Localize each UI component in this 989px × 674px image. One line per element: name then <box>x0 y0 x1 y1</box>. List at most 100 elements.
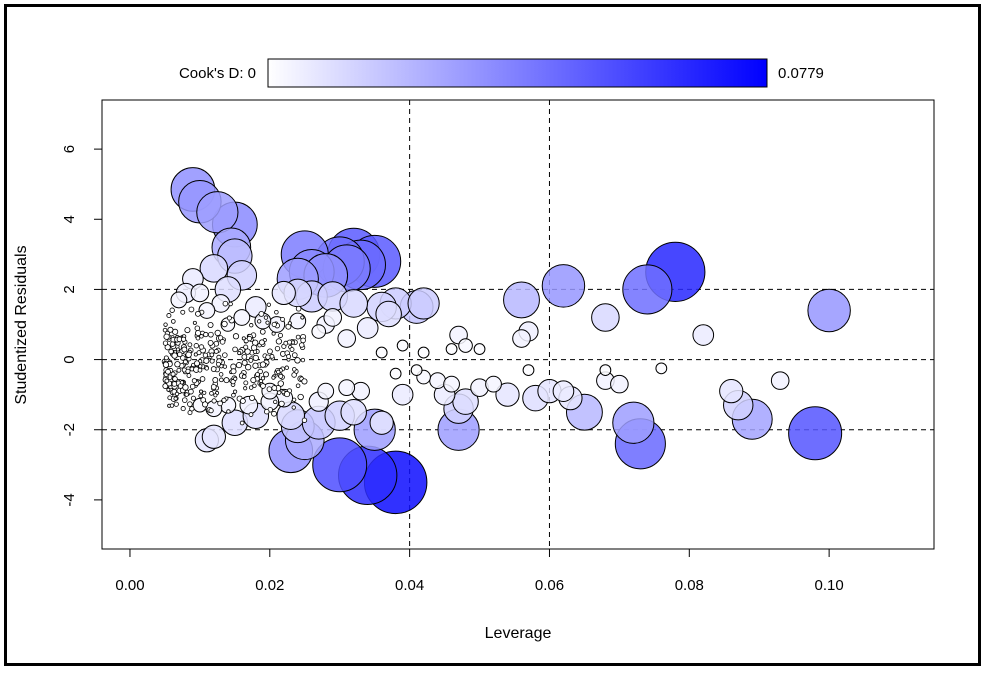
data-point-small <box>286 354 292 359</box>
legend: Cook's D: 0 0.0779 <box>179 58 824 88</box>
data-point <box>375 346 388 359</box>
data-point-small <box>185 368 191 374</box>
data-point-small <box>271 331 276 336</box>
data-point <box>312 437 368 493</box>
data-point-small <box>211 398 217 404</box>
data-point-small <box>273 399 278 405</box>
data-point <box>389 367 402 380</box>
data-point-small <box>173 396 178 401</box>
data-point <box>199 254 229 283</box>
data-point-small <box>228 301 233 307</box>
data-point-small <box>208 408 214 414</box>
data-point-small <box>213 393 218 398</box>
data-point-small <box>274 345 281 352</box>
data-point-small <box>271 321 277 328</box>
data-point-small <box>202 401 209 408</box>
data-point-small <box>182 397 188 403</box>
data-point-small <box>167 395 173 401</box>
data-point <box>391 383 414 406</box>
data-point-small <box>199 334 204 339</box>
data-point-small <box>258 339 265 346</box>
data-point-small <box>193 343 200 349</box>
data-point-small <box>300 315 305 320</box>
data-point <box>356 317 379 339</box>
data-point-small <box>295 383 301 389</box>
data-point <box>445 343 458 355</box>
data-point-small <box>166 313 172 319</box>
data-point-small <box>244 348 251 355</box>
data-point-small <box>171 352 178 359</box>
data-point-small <box>235 362 243 369</box>
data-point-small <box>231 392 236 398</box>
data-point-small <box>167 326 174 333</box>
data-point <box>719 379 744 404</box>
data-point-small <box>292 367 297 372</box>
data-point <box>541 264 586 308</box>
data-point-small <box>182 384 189 391</box>
data-point-small <box>218 372 224 377</box>
y-axis-title: Studentized Residuals <box>13 245 30 404</box>
x-tick-label: 0.06 <box>535 577 564 594</box>
legend-label-min: Cook's D: 0 <box>179 65 256 82</box>
data-point-small <box>259 328 266 335</box>
x-axis-title: Leverage <box>485 625 552 642</box>
data-point-small <box>222 300 229 307</box>
data-point-small <box>188 388 194 395</box>
data-point-small <box>255 372 260 377</box>
data-point-small <box>222 364 228 369</box>
data-point-small <box>198 364 203 369</box>
data-point-small <box>259 361 267 368</box>
data-point-small <box>252 354 259 362</box>
data-point-small <box>162 327 168 333</box>
data-point-small <box>195 335 201 341</box>
data-point-small <box>299 342 305 348</box>
data-point-small <box>219 339 226 345</box>
data-point-small <box>266 302 271 307</box>
data-point-small <box>192 320 197 325</box>
data-point-small <box>196 350 202 356</box>
data-point-small <box>248 357 254 363</box>
data-point-small <box>180 309 186 315</box>
data-point <box>407 287 440 320</box>
data-point-small <box>291 352 298 358</box>
data-point-small <box>249 323 254 328</box>
data-point-small <box>300 337 306 344</box>
data-point-small <box>237 351 242 356</box>
data-point-small <box>186 373 192 378</box>
data-point-small <box>210 366 217 372</box>
data-point <box>417 346 430 359</box>
x-tick-label: 0.10 <box>815 577 844 594</box>
data-point <box>443 375 460 393</box>
data-point-small <box>184 327 191 334</box>
data-point-small <box>189 383 196 390</box>
data-point-small <box>180 406 186 412</box>
data-point-small <box>198 344 205 350</box>
legend-color-bar <box>267 58 768 88</box>
data-point <box>655 362 668 375</box>
legend-label-max: 0.0779 <box>778 65 824 82</box>
data-point-small <box>202 352 209 358</box>
data-point-small <box>209 352 215 358</box>
data-point <box>512 329 531 348</box>
data-point-small <box>286 339 293 345</box>
data-point-small <box>194 360 200 367</box>
data-point-small <box>263 371 269 378</box>
data-point-small <box>174 391 180 397</box>
data-point-small <box>243 380 249 386</box>
data-point-small <box>241 354 248 360</box>
data-point-small <box>170 319 176 324</box>
data-point <box>410 364 423 377</box>
data-point-small <box>226 409 231 414</box>
data-point-small <box>163 333 170 340</box>
data-point-small <box>180 336 187 342</box>
data-point <box>458 338 473 353</box>
data-point-small <box>203 331 209 338</box>
data-point-small <box>210 384 217 390</box>
data-point-small <box>269 353 275 359</box>
data-point <box>338 379 356 397</box>
data-point-small <box>187 342 193 348</box>
data-point-small <box>252 349 258 354</box>
y-axis: -4 -2 0 2 4 6 <box>61 145 103 507</box>
data-point-small <box>204 366 209 371</box>
data-point-small <box>277 332 283 338</box>
